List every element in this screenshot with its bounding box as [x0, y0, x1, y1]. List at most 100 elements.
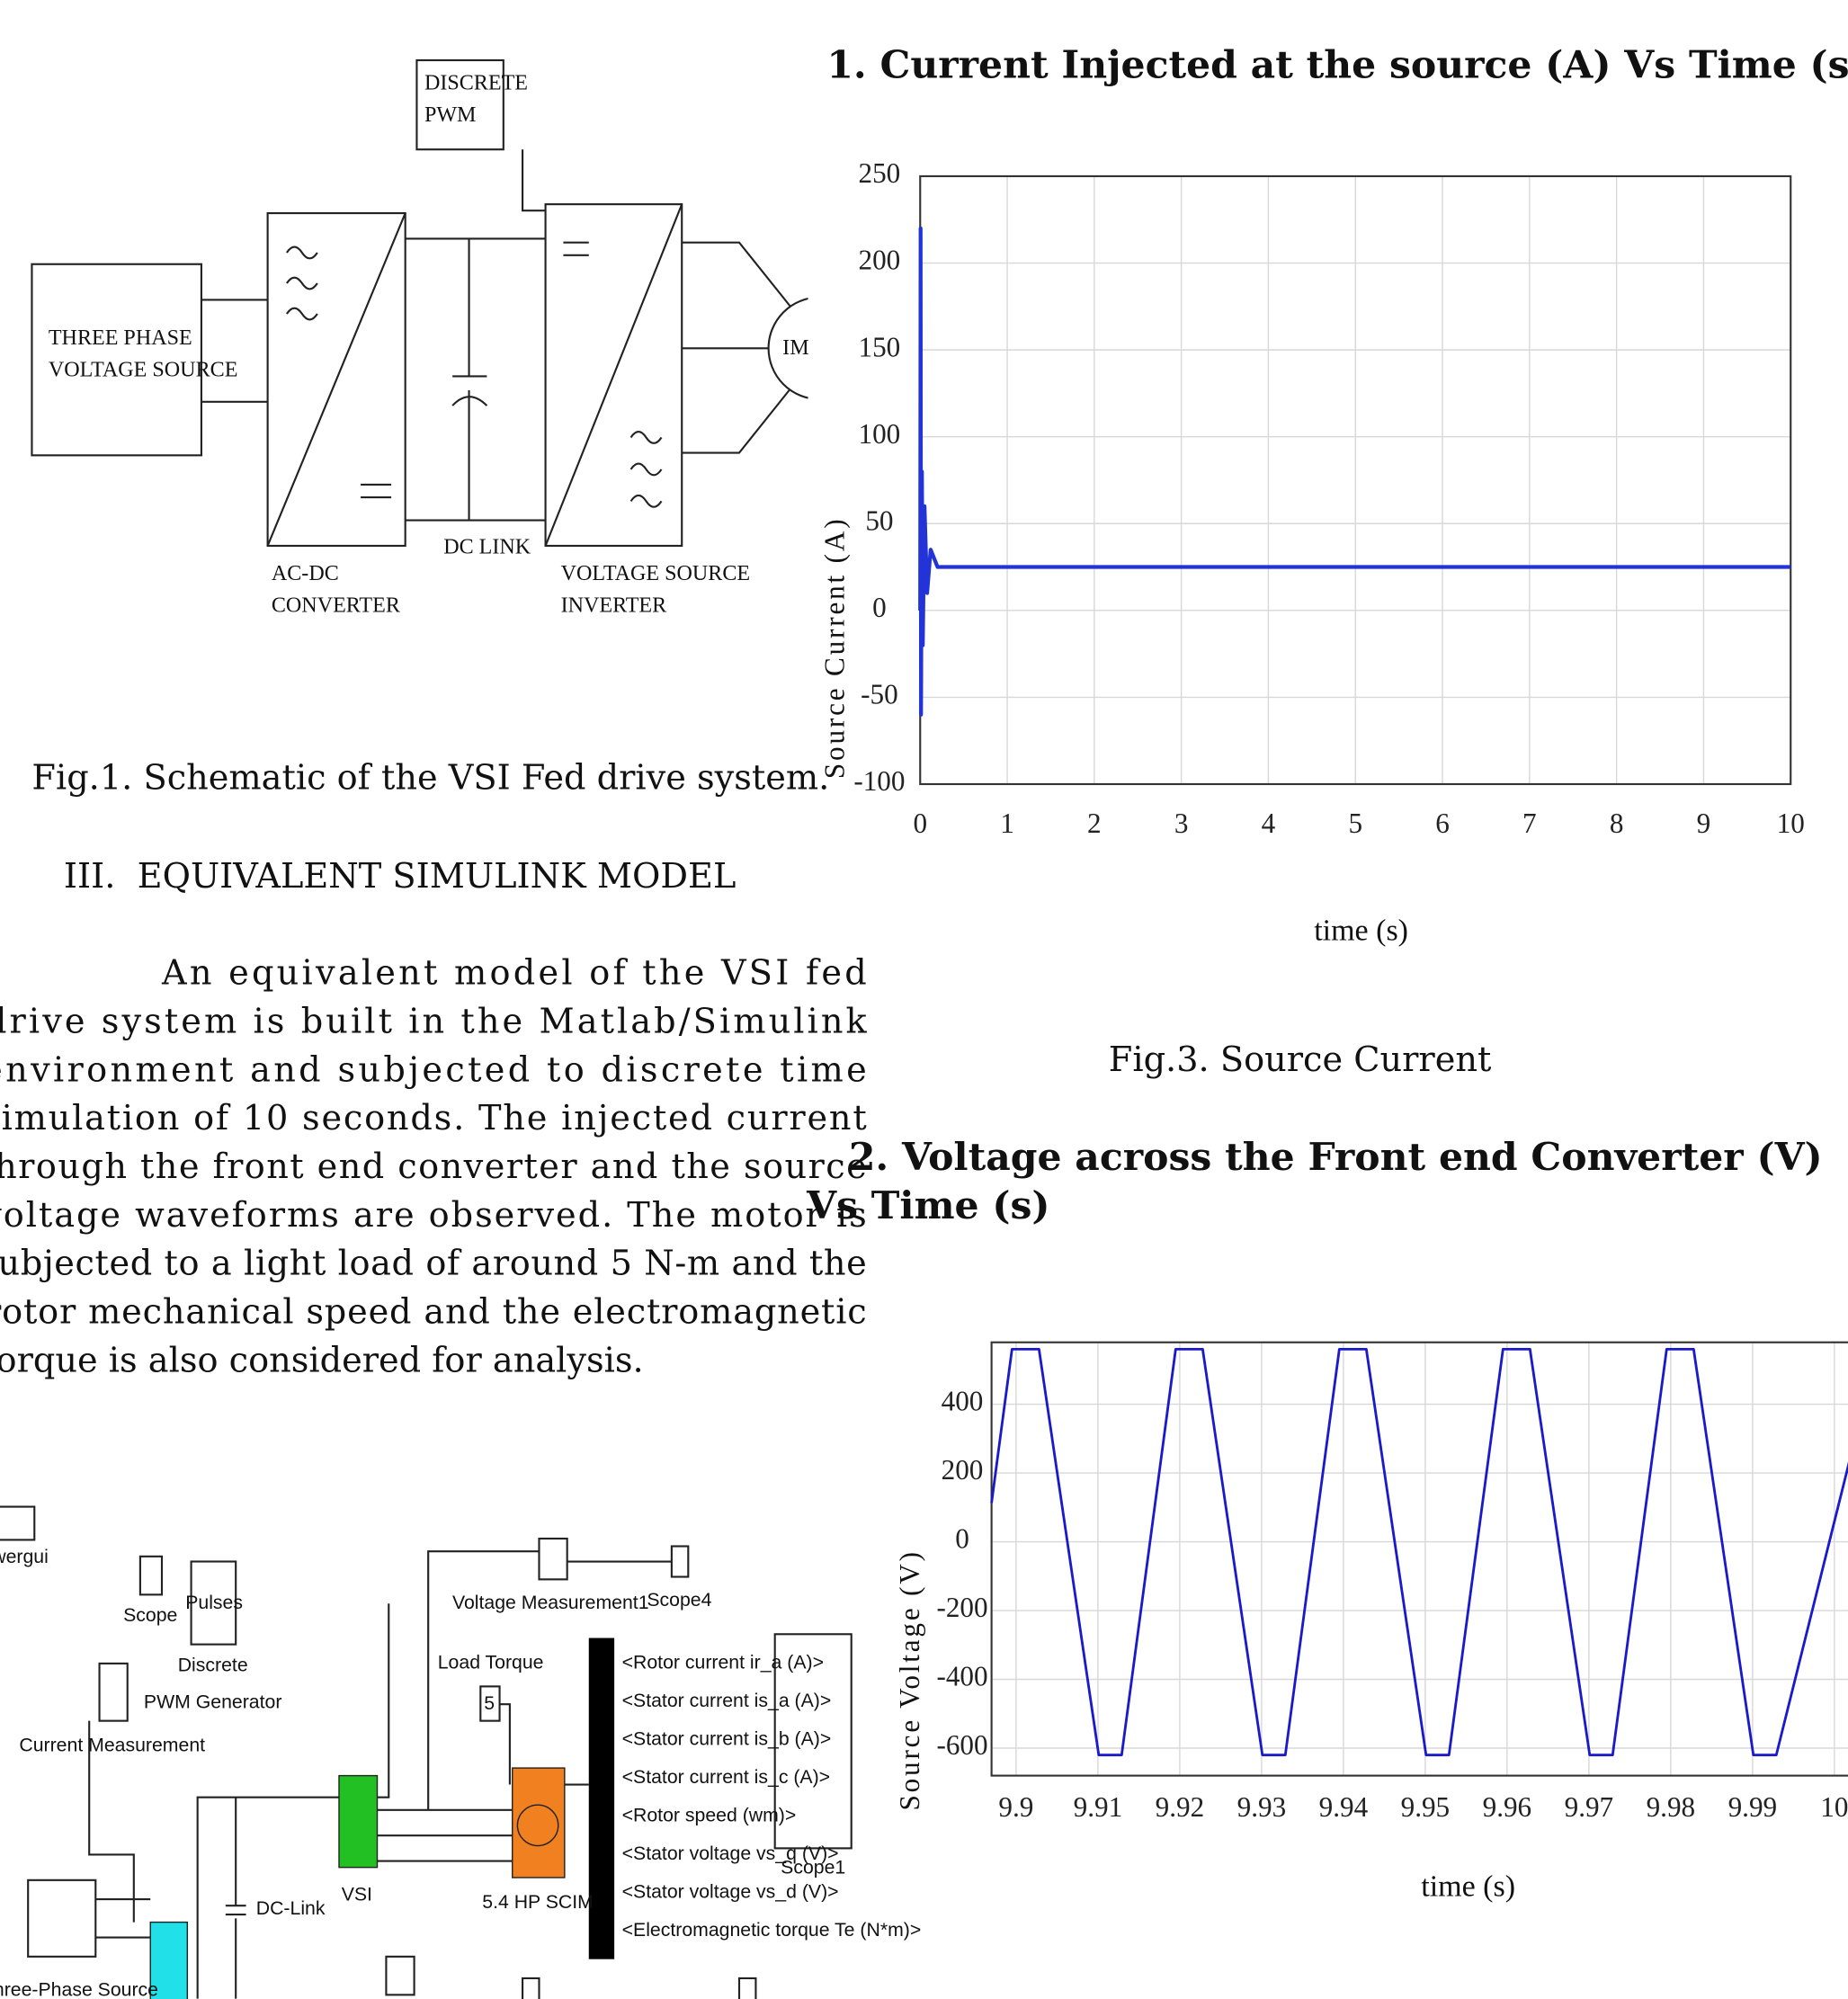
block-label: Pulses [185, 1592, 243, 1613]
block-label: PWM Generator [144, 1691, 282, 1712]
simulink-model: powergui Scope Pulses Discrete PWM Gener… [0, 1505, 922, 1999]
x-axis-label: time (s) [1421, 1870, 1515, 1904]
rectifier-block [149, 1921, 189, 1999]
x-tick-label: 9.99 [1728, 1791, 1778, 1823]
plot-frame [990, 1341, 1848, 1777]
paragraph-line: voltage waveforms are observed. The moto… [0, 1195, 867, 1236]
vsi-block [338, 1774, 379, 1869]
block-label: Load Torque [438, 1651, 544, 1673]
figure-caption: Fig.3. Source Current [1109, 1040, 1492, 1080]
y-tick-label: 0 [955, 1523, 969, 1555]
y-tick-label: 200 [942, 1454, 984, 1486]
x-tick-label: 6 [1435, 808, 1450, 839]
paragraph-line: torque is also considered for analysis. [0, 1340, 644, 1380]
chart-title: 2. Voltage across the Front end Converte… [849, 1135, 1823, 1180]
block-label: Voltage Measurement1 [452, 1592, 649, 1613]
block-label: VSI [342, 1883, 372, 1905]
signal-label: <Stator current is_c (A)> [622, 1766, 830, 1788]
x-tick-label: 3 [1174, 808, 1189, 839]
block-label: Scope [123, 1604, 177, 1626]
y-tick-label: 150 [859, 331, 901, 362]
x-tick-label: 9.91 [1074, 1791, 1123, 1823]
x-tick-label: 7 [1522, 808, 1537, 839]
x-tick-label: 9.98 [1647, 1791, 1696, 1823]
signal-label: <Rotor speed (wm)> [622, 1805, 797, 1826]
block-label: Scope4 [647, 1589, 711, 1611]
data-line [918, 226, 1791, 717]
block-label: 5 [484, 1692, 495, 1714]
x-tick-label: 10 [1777, 808, 1805, 839]
schematic: DISCRETE PWM THREE PHASE VOLTAGE SOURCE … [31, 58, 809, 618]
y-tick-label: 50 [865, 504, 893, 536]
y-tick-label: 400 [942, 1386, 984, 1417]
block-label: IM [782, 336, 808, 360]
paragraph-line: subjected to a light load of around 5 N-… [0, 1244, 867, 1284]
paragraph-line: environment and subjected to discrete ti… [0, 1049, 867, 1090]
block-label: Three-Phase Source [0, 1979, 158, 1999]
x-tick-label: 1 [1000, 808, 1014, 839]
section-heading: III. EQUIVALENT SIMULINK MODEL [64, 856, 736, 897]
y-tick-label: -100 [853, 765, 905, 797]
block-label: DC LINK [443, 535, 531, 558]
signal-label: <Electromagnetic torque Te (N*m)> [622, 1919, 922, 1941]
block-label: 5.4 HP SCIM [482, 1891, 594, 1913]
block-label: THREE PHASE [49, 326, 192, 350]
paragraph-line: An equivalent model of the VSI fed [161, 953, 867, 994]
x-tick-label: 0 [913, 808, 927, 839]
block-label: powergui [0, 1546, 49, 1567]
signal-label: <Stator current is_a (A)> [622, 1690, 832, 1711]
data-line [990, 1347, 1848, 1757]
x-tick-label: 9 [1697, 808, 1711, 839]
x-tick-label: 9.96 [1483, 1791, 1532, 1823]
x-tick-label: 10 [1820, 1791, 1848, 1823]
x-tick-label: 5 [1348, 808, 1362, 839]
x-tick-label: 9.95 [1401, 1791, 1451, 1823]
x-tick-label: 9.93 [1237, 1791, 1287, 1823]
block-label: Discrete [178, 1654, 248, 1675]
x-axis-label: time (s) [1314, 915, 1408, 948]
y-tick-label: -400 [936, 1661, 987, 1692]
y-tick-label: -200 [936, 1592, 987, 1623]
figure-caption: Fig.1. Schematic of the VSI Fed drive sy… [31, 758, 829, 799]
chart-title: Vs Time (s) [806, 1183, 1049, 1228]
x-tick-label: 2 [1087, 808, 1102, 839]
motor-block [512, 1767, 566, 1879]
block-label: DISCRETE [424, 71, 528, 94]
y-tick-label: -600 [936, 1729, 987, 1761]
block-label: AC-DC [272, 562, 339, 585]
signal-label: <Stator current is_b (A)> [622, 1728, 832, 1750]
x-tick-label: 9.9 [998, 1791, 1033, 1823]
block-label: Current Measurement [19, 1735, 205, 1756]
y-tick-label: 250 [859, 157, 901, 189]
y-tick-label: 0 [872, 592, 887, 623]
signal-label: <Stator voltage vs_q (V)> [622, 1843, 839, 1864]
x-tick-label: 9.92 [1156, 1791, 1205, 1823]
y-tick-label: 100 [859, 418, 901, 450]
block-label: VOLTAGE SOURCE [561, 562, 751, 585]
block-label: INVERTER [561, 594, 668, 618]
paragraph-line: drive system is built in the Matlab/Simu… [0, 1001, 868, 1041]
signal-label: <Rotor current ir_a (A)> [622, 1651, 824, 1673]
chart-title: 1. Current Injected at the source (A) Vs… [826, 42, 1848, 87]
block-label: DC-Link [256, 1897, 326, 1919]
block-label: PWM [424, 103, 477, 127]
x-tick-label: 9.97 [1565, 1791, 1614, 1823]
y-axis-label: Source Voltage (V) [894, 1549, 925, 1810]
paragraph-line: through the front end converter and the … [0, 1147, 867, 1187]
y-tick-label: 200 [859, 245, 901, 276]
signal-label: <Stator voltage vs_d (V)> [622, 1881, 839, 1903]
paragraph: An equivalent model of the VSI fed drive… [0, 953, 868, 1381]
y-axis-label: Source Current (A) [818, 517, 850, 780]
block-label: Scope1 [781, 1857, 845, 1879]
paragraph-line: rotor mechanical speed and the electroma… [0, 1292, 867, 1333]
block-label: VOLTAGE SOURCE [49, 358, 238, 381]
block-label: CONVERTER [272, 594, 401, 618]
x-tick-label: 9.94 [1319, 1791, 1369, 1823]
paragraph-line: simulation of 10 seconds. The injected c… [0, 1098, 867, 1138]
x-tick-label: 8 [1610, 808, 1624, 839]
y-tick-label: -50 [861, 679, 898, 710]
x-tick-label: 4 [1262, 808, 1276, 839]
bus-bar [588, 1638, 615, 1959]
